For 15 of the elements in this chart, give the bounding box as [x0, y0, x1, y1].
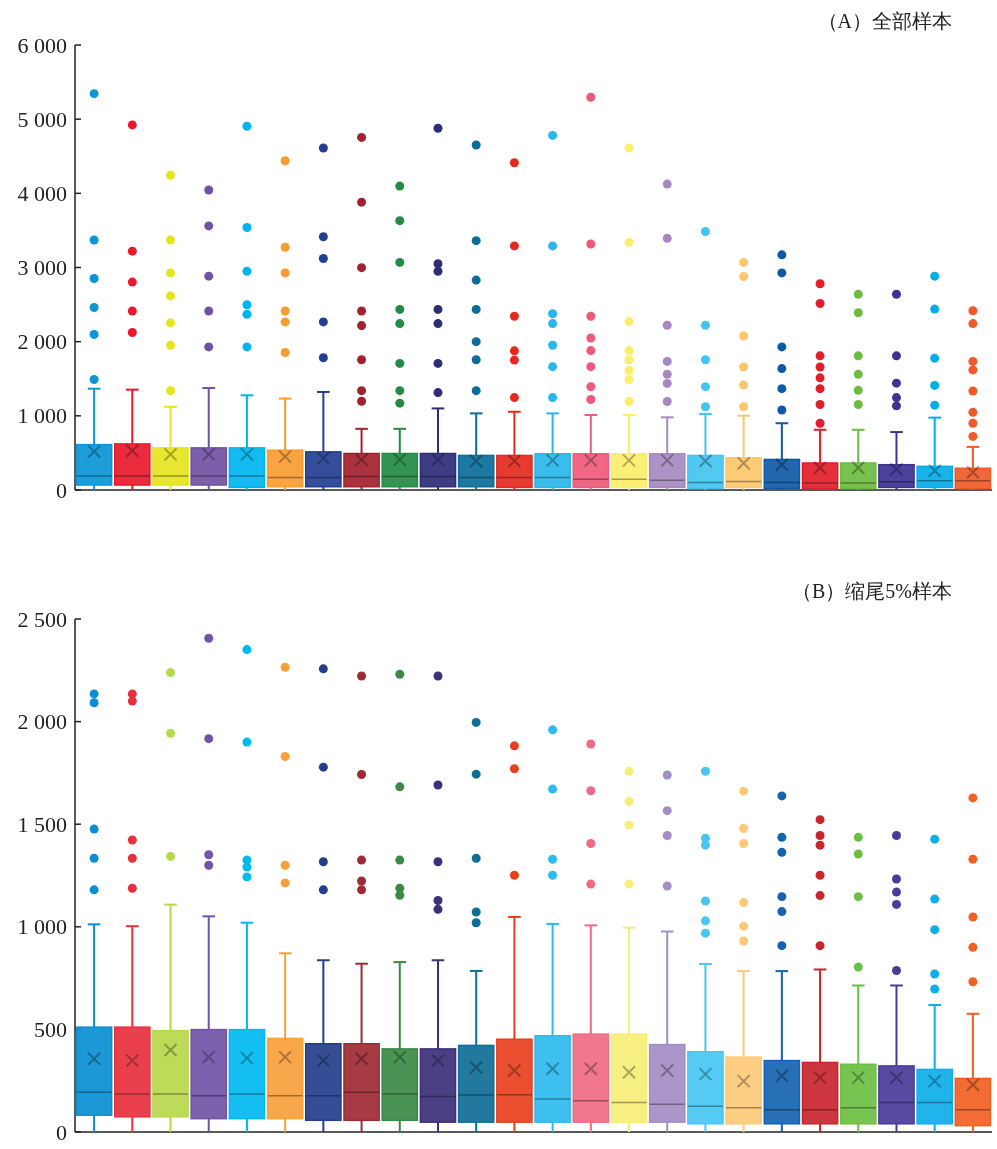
- text: 3 000: [17, 255, 67, 280]
- text: 4 000: [17, 180, 67, 206]
- chart-title: （B）缩尾5%样本: [792, 580, 952, 602]
- text: 500: [34, 1016, 67, 1042]
- text: 1 000: [17, 403, 67, 429]
- chart-title: （A）全部样本: [817, 10, 952, 32]
- text: 0: [56, 477, 67, 503]
- text: 0: [56, 1119, 67, 1145]
- text: 1 000: [17, 914, 67, 940]
- text: 1 500: [17, 811, 67, 837]
- text: 2 000: [17, 329, 67, 355]
- text: 6 000: [17, 32, 67, 58]
- text: 5 000: [17, 106, 67, 132]
- text: 2 500: [17, 606, 67, 632]
- text: 2 000: [17, 709, 67, 735]
